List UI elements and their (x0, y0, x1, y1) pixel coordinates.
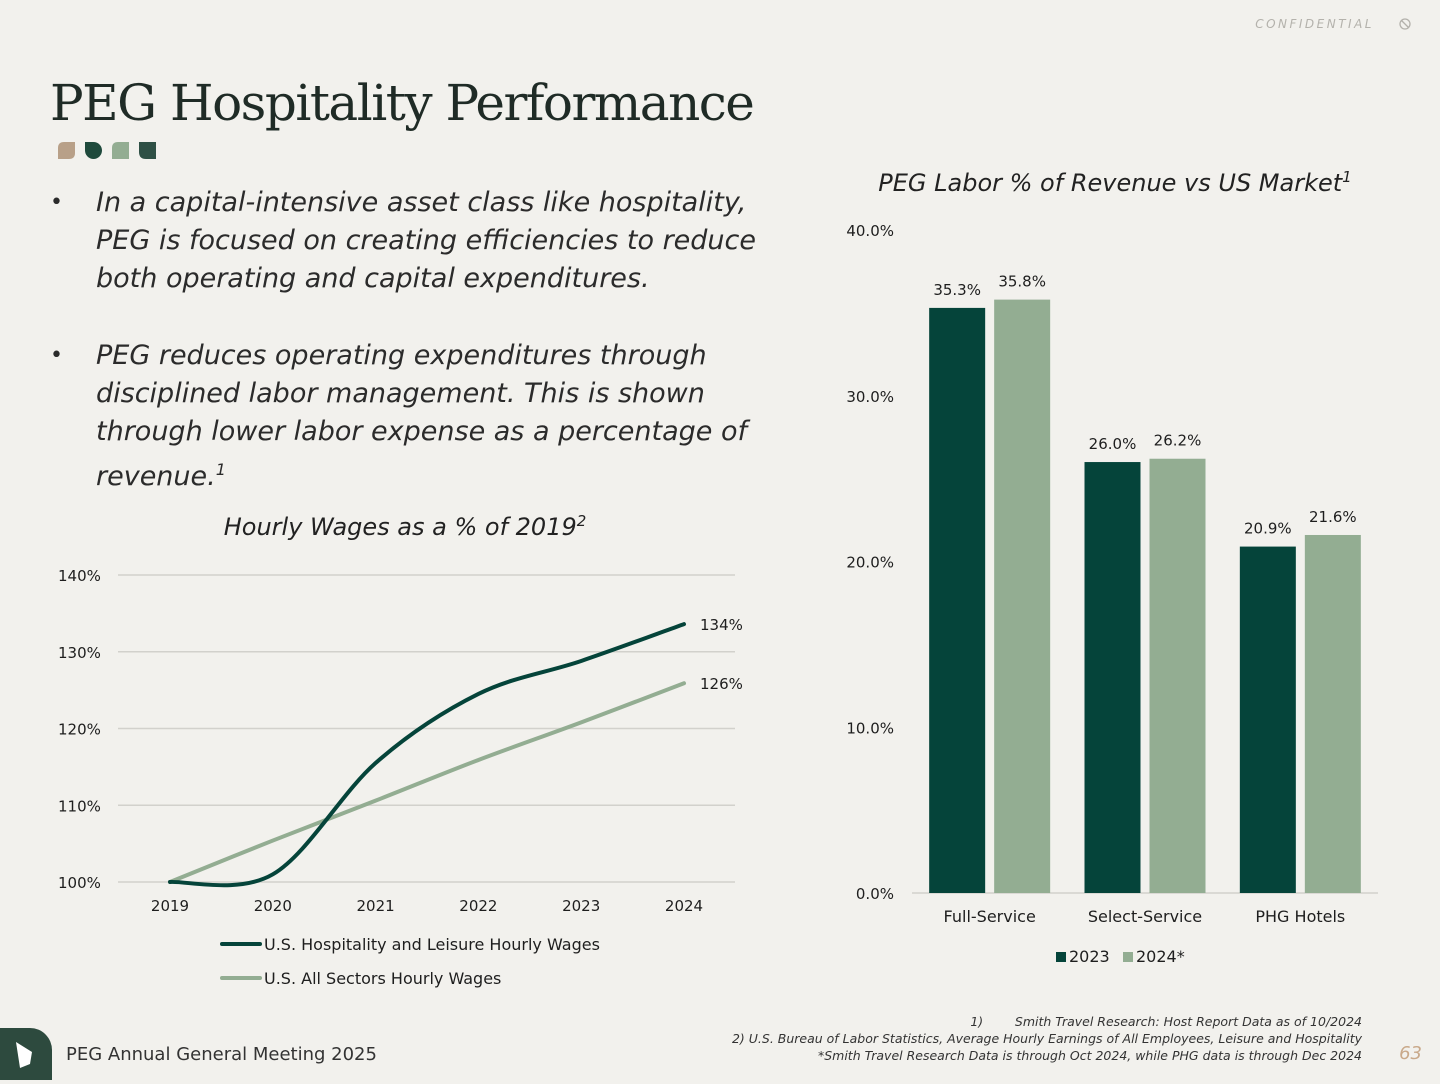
bar-2023-select-service (1084, 462, 1141, 893)
y-tick-label: 20.0% (846, 554, 894, 572)
x-tick-label: 2019 (151, 897, 189, 915)
bar-2024-phg-hotels (1304, 534, 1361, 893)
meeting-name: PEG Annual General Meeting 2025 (66, 1044, 377, 1065)
bar-2023-full-service (929, 307, 986, 894)
data-label: 21.6% (1309, 508, 1357, 526)
y-tick-label: 100% (58, 874, 101, 892)
bullet-item: • In a capital-intensive asset class lik… (50, 184, 770, 298)
footnote-3: *Smith Travel Research Data is through O… (817, 1048, 1362, 1063)
y-tick-label: 110% (58, 797, 101, 815)
legend-label: U.S. Hospitality and Leisure Hourly Wage… (264, 935, 600, 954)
legend-swatch (1123, 952, 1133, 962)
data-label: 134% (700, 616, 743, 634)
y-tick-label: 10.0% (846, 719, 894, 737)
y-tick-label: 40.0% (846, 222, 894, 240)
data-label: 126% (700, 675, 743, 693)
bar-2024-full-service (994, 299, 1051, 893)
bullet-text: In a capital-intensive asset class like … (96, 187, 756, 294)
page-number: 63 (1399, 1043, 1422, 1064)
data-label: 26.2% (1154, 432, 1202, 450)
bar-2024-select-service (1149, 458, 1206, 893)
line-chart-title: Hourly Wages as a % of 20192 (60, 512, 750, 541)
x-tick-label: PHG Hotels (1255, 907, 1345, 926)
footnote-ref: 2 (576, 512, 587, 530)
y-tick-label: 120% (58, 721, 101, 739)
bullet-item: • PEG reduces operating expenditures thr… (50, 337, 770, 496)
data-label: 26.0% (1089, 435, 1137, 453)
leaf-tan-icon (58, 142, 75, 159)
x-tick-label: Select-Service (1088, 907, 1202, 926)
y-tick-label: 30.0% (846, 388, 894, 406)
bar-2023-phg-hotels (1239, 546, 1296, 893)
bar-chart-title-text: PEG Labor % of Revenue vs US Market (878, 169, 1343, 197)
bullet-text: PEG reduces operating expenditures throu… (96, 340, 747, 492)
confidential-label: CONFIDENTIAL (1255, 17, 1374, 31)
bar-chart: 0.0% 10.0% 20.0% 30.0% 40.0% 35.3% 35.8% Full-S… (846, 222, 1378, 966)
footer-logo (0, 1028, 52, 1080)
line-chart: 100% 110% 120% 130% 140% 2019 2020 2021 2022 2023… (58, 567, 743, 988)
footnote-2: 2) U.S. Bureau of Labor Statistics, Aver… (731, 1031, 1362, 1046)
y-tick-label: 130% (58, 644, 101, 662)
y-tick-label: 140% (58, 567, 101, 585)
x-tick-label: Full-Service (944, 907, 1036, 926)
footnotes: 1) Smith Travel Research: Host Report Da… (732, 1013, 1362, 1064)
legend-swatch (1056, 952, 1066, 962)
x-tick-label: 2024 (665, 897, 703, 915)
legend-label: 2023 (1069, 947, 1110, 966)
bullet-list: • In a capital-intensive asset class lik… (50, 184, 770, 496)
bullet-dot: • (50, 190, 63, 215)
series-line-all-sectors (168, 681, 686, 884)
no-entry-icon (1399, 18, 1411, 30)
data-label: 35.8% (998, 273, 1046, 291)
data-label: 20.9% (1244, 520, 1292, 538)
footnote-1: 1) Smith Travel Research: Host Report Da… (970, 1014, 1362, 1029)
series-line-hospitality (168, 622, 686, 888)
page-title: PEG Hospitality Performance (50, 74, 755, 132)
x-tick-label: 2020 (254, 897, 292, 915)
logo-leaf-icon (16, 1042, 32, 1068)
bullet-dot: • (50, 343, 63, 368)
leaf-dark-green-icon (85, 142, 102, 159)
data-label: 35.3% (933, 281, 981, 299)
line-chart-title-text: Hourly Wages as a % of 2019 (223, 513, 577, 541)
leaf-sage-icon (112, 142, 129, 159)
legend-label: U.S. All Sectors Hourly Wages (264, 969, 501, 988)
leaf-slate-green-icon (139, 142, 156, 159)
x-tick-label: 2021 (357, 897, 395, 915)
legend-label: 2024* (1136, 947, 1185, 966)
bar-chart-title: PEG Labor % of Revenue vs US Market1 (830, 168, 1400, 197)
footnote-ref: 1 (1342, 168, 1352, 186)
x-tick-label: 2023 (562, 897, 600, 915)
y-tick-label: 0.0% (856, 885, 894, 903)
footnote-ref: 1 (215, 460, 226, 479)
x-tick-label: 2022 (459, 897, 497, 915)
